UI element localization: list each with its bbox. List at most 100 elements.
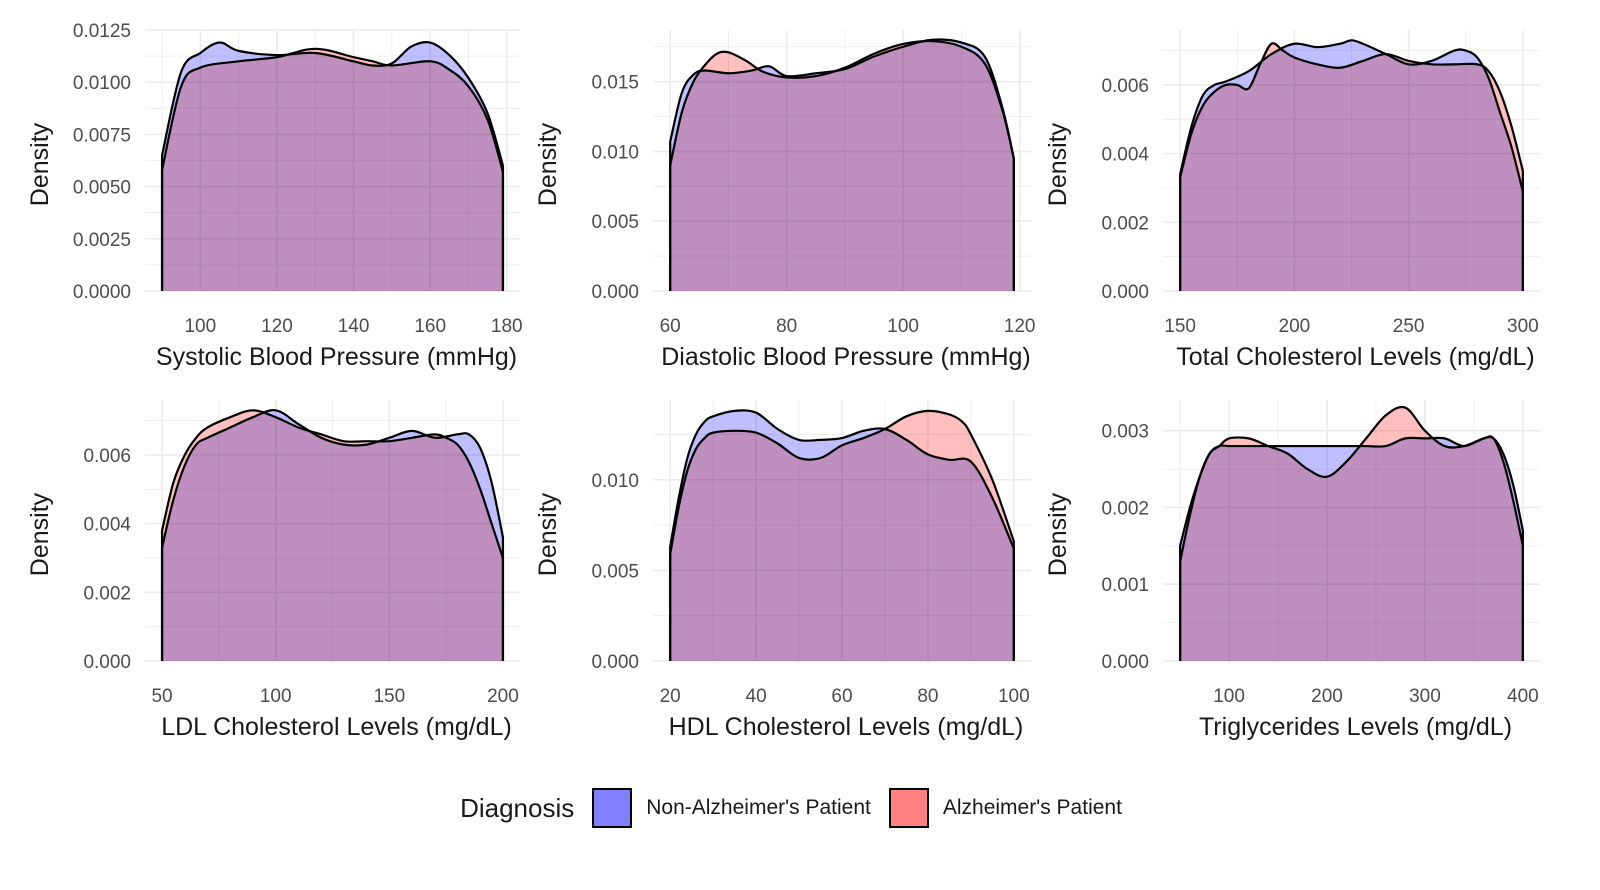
x-axis-title: Triglycerides Levels (mg/dL) [1199,713,1512,741]
y-tick-label: 0.003 [1101,422,1149,443]
y-tick-label: 0.010 [591,471,639,492]
density-line-alzheimers [669,39,1015,291]
x-tick-label: 120 [1004,316,1036,337]
x-tick-label: 140 [338,316,370,337]
x-tick-labels: 100 120 140 160 180 [184,316,522,337]
x-tick-label: 100 [260,686,292,707]
y-tick-label: 0.006 [83,446,131,467]
density-line-alzheimers [1179,405,1524,661]
legend-label-alzheimers: Alzheimer's Patient [942,796,1122,819]
x-tick-label: 40 [746,686,767,707]
y-tick-label: 0.000 [83,652,131,673]
density-area-alzheimers [1180,406,1523,661]
y-axis-title: Density [1044,122,1072,206]
density-line-non-alzheimers [160,409,505,661]
density-line-alzheimers [160,409,505,661]
panel-5: 0.000 0.005 0.010 20 40 60 80 100 HDL Cholestero… [534,400,1031,741]
density-areas [160,41,505,291]
density-area-alzheimers [162,48,503,291]
panel-4: 0.000 0.002 0.004 0.006 50 100 150 200 LDL Chole… [26,400,520,741]
density-line-non-alzheimers [669,409,1015,661]
y-tick-label: 0.0100 [73,73,131,94]
x-tick-label: 100 [998,686,1030,707]
density-area-alzheimers [670,410,1014,661]
density-areas [1179,405,1524,661]
x-tick-label: 50 [151,686,172,707]
y-tick-labels: 0.0000 0.0025 0.0050 0.0075 0.0100 0.0125 [73,21,131,303]
density-area-alzheimers [1180,43,1523,292]
x-tick-label: 180 [491,316,523,337]
density-line-alzheimers [160,47,505,291]
density-area-alzheimers [162,410,503,661]
x-tick-labels: 150 200 250 300 [1164,316,1538,337]
legend-key-alzheimers: Alzheimer's Patient [888,788,1122,828]
x-tick-label: 100 [1213,686,1245,707]
y-axis-title: Density [26,492,54,576]
x-tick-label: 300 [1409,686,1441,707]
y-tick-label: 0.015 [591,73,639,94]
x-tick-labels: 100 200 300 400 [1213,686,1538,707]
y-axis-title: Density [26,122,54,206]
density-areas [669,409,1015,661]
x-axis-title: Diastolic Blood Pressure (mmHg) [661,343,1031,371]
legend: Diagnosis Non-Alzheimer's Patient Alzhei… [0,776,1600,840]
y-tick-labels: 0.000 0.005 0.010 0.015 [591,73,639,303]
x-axis-title: Total Cholesterol Levels (mg/dL) [1176,343,1535,371]
y-tick-label: 0.0125 [73,21,131,42]
y-tick-label: 0.0025 [73,230,131,251]
y-tick-label: 0.002 [1101,498,1149,519]
y-tick-label: 0.005 [591,561,639,582]
density-area-alzheimers [670,41,1014,291]
legend-swatch-non-alzheimers [592,788,633,828]
panel-3: 0.000 0.002 0.004 0.006 150 200 250 300 Total Ch… [1044,30,1540,371]
x-tick-label: 300 [1507,316,1539,337]
y-tick-label: 0.000 [591,282,639,303]
x-tick-label: 60 [831,686,852,707]
y-tick-label: 0.005 [591,212,639,233]
legend-label-non-alzheimers: Non-Alzheimer's Patient [646,796,871,819]
x-tick-label: 100 [184,316,216,337]
density-areas [1179,39,1524,292]
x-tick-label: 400 [1507,686,1539,707]
y-tick-label: 0.002 [1101,213,1149,234]
density-line-non-alzheimers [160,41,505,291]
y-tick-label: 0.000 [591,652,639,673]
x-axis-title: LDL Cholesterol Levels (mg/dL) [161,713,512,741]
y-tick-label: 0.000 [1101,652,1149,673]
x-tick-label: 200 [487,686,519,707]
x-tick-label: 150 [373,686,405,707]
density-line-alzheimers [669,409,1015,661]
y-tick-label: 0.010 [591,142,639,163]
x-tick-label: 160 [414,316,446,337]
x-axis-title: HDL Cholesterol Levels (mg/dL) [669,713,1024,741]
x-tick-labels: 60 80 100 120 [660,316,1036,337]
x-tick-labels: 20 40 60 80 100 [660,686,1030,707]
y-tick-labels: 0.000 0.005 0.010 [591,471,639,673]
y-axis-title: Density [1044,492,1072,576]
panel-2: 0.000 0.005 0.010 0.015 60 80 100 120 Diastolic … [534,30,1035,371]
x-tick-label: 250 [1393,316,1425,337]
density-areas [160,409,505,661]
x-tick-label: 200 [1279,316,1311,337]
y-tick-label: 0.0050 [73,178,131,199]
legend-title: Diagnosis [460,792,575,823]
density-areas [669,38,1015,291]
x-tick-label: 60 [660,316,681,337]
y-tick-label: 0.006 [1101,76,1149,97]
legend-swatch-alzheimers [888,788,929,828]
y-tick-label: 0.000 [1101,282,1149,303]
y-tick-labels: 0.000 0.001 0.002 0.003 [1101,422,1149,673]
x-tick-label: 80 [776,316,797,337]
x-axis-title: Systolic Blood Pressure (mmHg) [156,343,517,371]
y-axis-title: Density [534,122,562,206]
x-tick-label: 120 [261,316,293,337]
y-tick-label: 0.004 [1101,145,1149,166]
x-tick-label: 80 [917,686,938,707]
panel-6: 0.000 0.001 0.002 0.003 100 200 300 400 Triglyce… [1044,400,1540,741]
legend-key-non-alzheimers: Non-Alzheimer's Patient [592,788,871,828]
x-tick-label: 200 [1311,686,1343,707]
y-axis-title: Density [534,492,562,576]
x-tick-label: 20 [660,686,681,707]
